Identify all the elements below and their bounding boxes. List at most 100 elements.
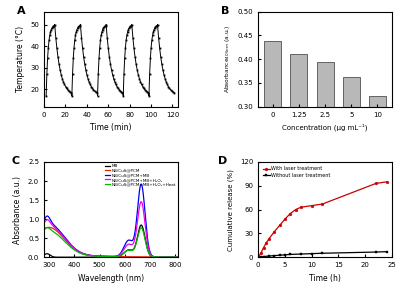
Y-axis label: Temperature (°C): Temperature (°C) xyxy=(16,26,24,92)
NB/CuS@PCM+MB+H₂O₂ xyxy=(42,221,46,225)
Bar xyxy=(343,77,360,250)
NB/CuS@PCM xyxy=(120,255,124,258)
Without laser treatment xyxy=(258,255,263,259)
MB xyxy=(157,255,162,259)
Without laser treatment xyxy=(272,254,277,257)
X-axis label: Wavelength (nm): Wavelength (nm) xyxy=(78,274,144,283)
Bar xyxy=(369,96,386,250)
With laser treatment xyxy=(288,212,293,215)
Without laser treatment xyxy=(298,252,303,256)
NB/CuS@PCM+MB+H₂O₂ xyxy=(139,200,144,203)
NB/CuS@PCM xyxy=(42,227,46,230)
Without laser treatment xyxy=(261,255,266,258)
MB xyxy=(42,253,46,257)
MB xyxy=(127,248,132,252)
Line: NB/CuS@PCM: NB/CuS@PCM xyxy=(44,227,178,257)
NB/CuS@PCM+MB xyxy=(50,221,55,225)
Bar xyxy=(290,54,308,250)
With laser treatment xyxy=(293,208,298,211)
With laser treatment xyxy=(298,205,303,209)
Legend: MB, NB/CuS@PCM, NB/CuS@PCM+MB, NB/CuS@PCM+MB+H₂O₂, NB/CuS@PCM+MB+H₂O₂+Heat: MB, NB/CuS@PCM, NB/CuS@PCM+MB, NB/CuS@PC… xyxy=(105,164,176,187)
Without laser treatment xyxy=(384,250,389,253)
MB xyxy=(50,255,55,258)
Text: B: B xyxy=(221,6,229,16)
MB xyxy=(139,223,144,227)
Y-axis label: Absorbance (a.u.): Absorbance (a.u.) xyxy=(13,176,22,244)
Without laser treatment xyxy=(374,250,378,254)
NB/CuS@PCM+MB+H₂O₂+Heat xyxy=(143,241,148,244)
With laser treatment xyxy=(309,204,314,208)
MB xyxy=(120,253,124,257)
With laser treatment xyxy=(258,251,263,255)
NB/CuS@PCM+MB+H₂O₂+Heat xyxy=(123,250,128,253)
NB/CuS@PCM+MB+H₂O₂ xyxy=(127,242,132,246)
X-axis label: Concentration (μg mL⁻¹): Concentration (μg mL⁻¹) xyxy=(282,123,368,131)
With laser treatment xyxy=(256,255,260,259)
With laser treatment xyxy=(282,217,287,221)
NB/CuS@PCM+MB+H₂O₂ xyxy=(143,228,148,231)
With laser treatment xyxy=(264,241,268,245)
Line: NB/CuS@PCM+MB: NB/CuS@PCM+MB xyxy=(44,184,178,257)
NB/CuS@PCM+MB xyxy=(119,250,124,253)
NB/CuS@PCM+MB+H₂O₂+Heat xyxy=(120,253,124,256)
NB/CuS@PCM+MB+H₂O₂ xyxy=(123,246,128,249)
Line: NB/CuS@PCM+MB+H₂O₂+Heat: NB/CuS@PCM+MB+H₂O₂+Heat xyxy=(44,228,178,257)
With laser treatment xyxy=(374,182,378,185)
With laser treatment xyxy=(320,202,325,206)
Line: With laser treatment: With laser treatment xyxy=(257,180,388,259)
MB xyxy=(77,255,82,259)
With laser treatment xyxy=(384,180,389,184)
NB/CuS@PCM+MB+H₂O₂+Heat xyxy=(157,255,162,259)
NB/CuS@PCM+MB+H₂O₂ xyxy=(157,255,162,259)
NB/CuS@PCM+MB+H₂O₂ xyxy=(176,255,180,259)
With laser treatment xyxy=(261,246,266,249)
Text: A: A xyxy=(17,6,26,16)
NB/CuS@PCM+MB+H₂O₂ xyxy=(50,223,55,227)
With laser treatment xyxy=(266,237,271,241)
NB/CuS@PCM+MB+H₂O₂+Heat xyxy=(127,249,132,252)
X-axis label: Time (h): Time (h) xyxy=(309,274,341,283)
MB xyxy=(144,240,148,244)
Line: MB: MB xyxy=(44,225,178,257)
X-axis label: Time (min): Time (min) xyxy=(90,123,132,132)
NB/CuS@PCM+MB+H₂O₂+Heat xyxy=(176,255,180,259)
Text: C: C xyxy=(12,156,20,166)
NB/CuS@PCM+MB xyxy=(123,242,128,246)
MB xyxy=(123,250,128,253)
Without laser treatment xyxy=(277,253,282,257)
Y-axis label: Absorbance$_{405 nm}$ (a.u.): Absorbance$_{405 nm}$ (a.u.) xyxy=(223,25,232,93)
NB/CuS@PCM+MB+H₂O₂ xyxy=(119,251,124,254)
MB xyxy=(176,255,180,259)
NB/CuS@PCM xyxy=(46,226,51,229)
Legend: With laser treatment, Without laser treatment: With laser treatment, Without laser trea… xyxy=(260,164,332,180)
NB/CuS@PCM xyxy=(143,255,148,259)
NB/CuS@PCM+MB xyxy=(127,238,132,242)
NB/CuS@PCM xyxy=(50,226,55,230)
NB/CuS@PCM+MB+H₂O₂+Heat xyxy=(42,228,46,232)
Without laser treatment xyxy=(282,253,287,257)
NB/CuS@PCM xyxy=(176,255,180,259)
Line: NB/CuS@PCM+MB+H₂O₂: NB/CuS@PCM+MB+H₂O₂ xyxy=(44,202,178,257)
NB/CuS@PCM+MB xyxy=(143,219,148,222)
NB/CuS@PCM+MB xyxy=(42,219,46,222)
NB/CuS@PCM+MB xyxy=(157,255,162,259)
Without laser treatment xyxy=(266,254,271,258)
With laser treatment xyxy=(277,224,282,227)
Bar xyxy=(316,62,334,250)
Text: D: D xyxy=(218,156,227,166)
Without laser treatment xyxy=(288,253,293,256)
NB/CuS@PCM xyxy=(157,255,162,259)
Without laser treatment xyxy=(309,252,314,255)
With laser treatment xyxy=(272,230,277,234)
Line: Without laser treatment: Without laser treatment xyxy=(257,250,388,259)
NB/CuS@PCM+MB xyxy=(176,255,180,259)
Bar xyxy=(264,41,281,250)
Without laser treatment xyxy=(256,255,260,259)
Without laser treatment xyxy=(320,251,325,255)
NB/CuS@PCM+MB+H₂O₂+Heat xyxy=(50,229,55,233)
NB/CuS@PCM xyxy=(123,255,128,258)
Y-axis label: Cumulative release (%): Cumulative release (%) xyxy=(228,169,234,251)
NB/CuS@PCM+MB+H₂O₂+Heat xyxy=(45,226,50,229)
NB/CuS@PCM+MB xyxy=(139,182,144,186)
NB/CuS@PCM xyxy=(127,255,132,258)
